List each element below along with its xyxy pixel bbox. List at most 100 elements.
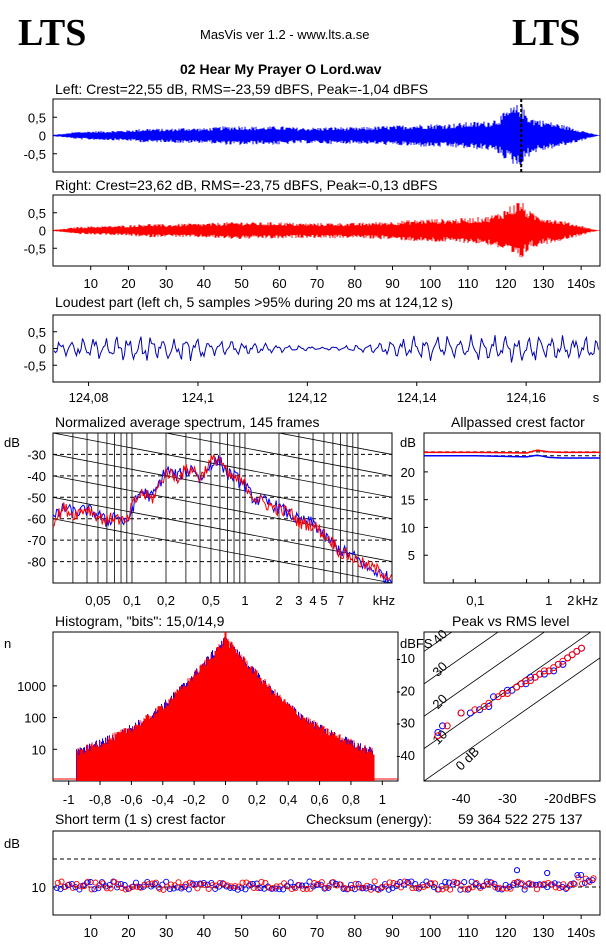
diagonal-label: 20 xyxy=(429,691,450,712)
right-waveform-ytick: 0 xyxy=(39,224,46,239)
peak-rms-left-point xyxy=(466,709,474,717)
peak-rms-right-point xyxy=(457,709,465,717)
short-term-right-point xyxy=(420,883,427,890)
short-term-left-point xyxy=(83,879,91,886)
loudest-xtick: 124,08 xyxy=(69,390,109,405)
short-term-xtick: 120 xyxy=(495,925,517,940)
left-waveform-signal xyxy=(53,105,600,168)
crest-factor-ytick: 5 xyxy=(408,548,415,563)
histogram-title: Histogram, "bits": 15,0/14,9 xyxy=(55,613,225,629)
peak-rms-right-point xyxy=(485,699,493,707)
short-term-right-point xyxy=(137,884,144,891)
peak-rms-right-point xyxy=(503,690,511,697)
short-term-right-point xyxy=(130,883,137,890)
peak-rms-ytick: -20 xyxy=(396,683,415,698)
peak-rms-frame xyxy=(423,631,601,782)
peak-rms-right-point xyxy=(531,673,539,681)
short-term-left-point xyxy=(117,880,124,888)
short-term-left-point xyxy=(314,881,321,889)
peak-rms-right-point xyxy=(559,657,567,665)
peak-rms-xtick: -40 xyxy=(452,791,471,806)
short-term-right-point xyxy=(122,886,129,893)
short-term-right-point xyxy=(254,884,261,892)
left-waveform-ytick: 0 xyxy=(39,129,46,144)
slope-line xyxy=(53,326,392,390)
peak-rms-right-point xyxy=(522,677,530,685)
short-term-right-point xyxy=(194,885,201,892)
short-term-right-point xyxy=(333,882,340,889)
short-term-left-point xyxy=(178,885,185,892)
spectrum-xtick: 7 xyxy=(337,593,344,608)
short-term-left-point xyxy=(242,886,249,893)
right-waveform-xtick: 30 xyxy=(159,276,173,291)
peak-rms-xtick: -30 xyxy=(498,791,517,806)
right-waveform-xtick: 100 xyxy=(419,276,441,291)
short-term-crest-title: Short term (1 s) crest factor xyxy=(55,811,226,827)
short-term-right-point xyxy=(567,881,574,888)
short-term-right-point xyxy=(450,878,457,885)
peak-rms-xtick: -20 xyxy=(544,791,563,806)
short-term-right-point xyxy=(175,879,182,886)
histogram-xtick: -0,2 xyxy=(183,792,205,807)
loudest-ytick: 0 xyxy=(39,342,46,357)
short-term-left-point xyxy=(151,880,158,887)
peak-rms-xlabel: dBFS xyxy=(564,791,597,806)
histogram-xtick: -0,4 xyxy=(152,792,174,807)
short-term-right-point xyxy=(590,875,597,882)
peak-rms-left-point xyxy=(476,706,484,714)
short-term-xtick: 40 xyxy=(197,925,211,940)
diagonal-line xyxy=(424,657,600,781)
short-term-left-point xyxy=(170,885,177,892)
short-term-xtick: 100 xyxy=(419,925,441,940)
spectrum-right-curve xyxy=(52,454,392,582)
slope-line xyxy=(276,433,392,455)
short-term-xtick: 30 xyxy=(159,925,173,940)
crest-factor-ylabel: dB xyxy=(400,435,416,450)
crest-factor-ytick: 20 xyxy=(401,465,415,480)
short-term-right-point xyxy=(533,886,540,893)
short-term-right-point xyxy=(356,884,363,891)
spectrum-ytick: -80 xyxy=(27,555,46,570)
peak-rms-right-point xyxy=(540,667,548,675)
peak-rms-right-point xyxy=(564,654,572,662)
short-term-xtick: 50 xyxy=(234,925,248,940)
crest-factor-xtick-unit: kHz xyxy=(576,593,598,608)
histogram-ytick: 10 xyxy=(32,742,46,757)
loudest-signal xyxy=(53,334,599,363)
peak-rms-right-point xyxy=(513,683,521,691)
short-term-right-point xyxy=(447,886,454,893)
short-term-left-point xyxy=(215,883,223,890)
short-term-right-point xyxy=(247,881,254,888)
loudest-xtick: 124,16 xyxy=(506,390,546,405)
short-term-outlier xyxy=(513,867,521,874)
spectrum-xtick: 0,05 xyxy=(85,593,110,608)
short-term-right-point xyxy=(115,880,122,888)
peak-rms-right-point xyxy=(527,677,534,685)
short-term-right-point xyxy=(439,886,446,893)
peak-rms-left-point xyxy=(503,686,511,694)
crest-right-line xyxy=(424,449,600,454)
short-term-left-point xyxy=(246,882,253,889)
peak-rms-left-point xyxy=(434,728,442,736)
file-name: 02 Hear My Prayer O Lord.wav xyxy=(180,61,382,77)
left-waveform-ytick: -0,5 xyxy=(24,147,46,162)
right-waveform-signal xyxy=(53,203,600,258)
short-term-right-point xyxy=(239,879,246,886)
right-waveform-xtick: 70 xyxy=(310,276,324,291)
checksum-label: Checksum (energy): xyxy=(306,811,433,827)
short-term-right-point xyxy=(488,879,495,886)
short-term-left-point xyxy=(585,877,592,884)
peak-rms-right-point xyxy=(545,667,553,675)
histogram-xtick: 0,8 xyxy=(342,792,360,807)
spectrum-xtick: 5 xyxy=(320,593,327,608)
short-term-right-point xyxy=(133,883,141,890)
diagonal-label: 0 dB xyxy=(453,744,483,774)
left-waveform-title: Left: Crest=22,55 dB, RMS=-23,59 dBFS, P… xyxy=(55,81,429,97)
checksum-value: 59 364 522 275 137 xyxy=(458,811,583,827)
histogram-right-bars xyxy=(76,638,375,781)
short-term-xtick: 10 xyxy=(83,925,97,940)
right-waveform-xtick: 140s xyxy=(567,276,596,291)
peak-rms-ytick: -30 xyxy=(396,716,415,731)
short-term-right-point xyxy=(107,885,114,892)
short-term-right-point xyxy=(205,885,212,892)
